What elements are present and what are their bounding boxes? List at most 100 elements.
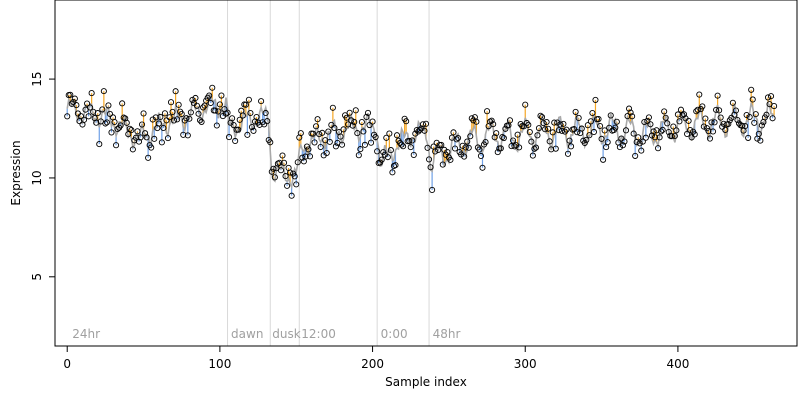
- data-point: [494, 149, 501, 156]
- data-point: [206, 92, 213, 99]
- data-point: [703, 125, 710, 132]
- data-point: [247, 109, 254, 117]
- data-point: [419, 121, 426, 128]
- data-point: [67, 91, 74, 98]
- data-point: [514, 131, 521, 138]
- data-point: [99, 106, 106, 113]
- data-point: [94, 110, 101, 117]
- data-point: [361, 141, 368, 148]
- data-point: [178, 110, 185, 117]
- data-point: [734, 116, 741, 124]
- data-point: [355, 152, 362, 159]
- data-point: [148, 144, 155, 151]
- data-point: [119, 100, 126, 107]
- data-point: [377, 159, 384, 166]
- data-point: [135, 138, 143, 145]
- phase-label: 12:00: [301, 327, 336, 341]
- y-axis: 5 10 15: [30, 71, 56, 281]
- data-point: [309, 130, 317, 137]
- data-point: [546, 138, 553, 145]
- data-point: [100, 88, 107, 95]
- data-point: [731, 111, 738, 118]
- data-point: [239, 112, 246, 119]
- data-point: [629, 113, 636, 120]
- data-point: [583, 136, 590, 143]
- data-point: [572, 108, 579, 115]
- data-point: [453, 136, 460, 143]
- x-tick-label: 300: [514, 357, 537, 371]
- data-point: [465, 144, 472, 151]
- data-point: [346, 109, 353, 116]
- data-point: [459, 142, 466, 149]
- data-point: [621, 138, 628, 145]
- data-point: [574, 129, 581, 136]
- data-point: [236, 116, 243, 123]
- data-point: [509, 137, 517, 144]
- data-point: [364, 109, 372, 116]
- data-point: [325, 128, 332, 135]
- data-point: [415, 128, 422, 135]
- data-point: [670, 123, 677, 130]
- data-point: [722, 126, 729, 133]
- data-point: [563, 126, 570, 133]
- data-point: [64, 113, 71, 120]
- data-point: [758, 122, 765, 129]
- fitted-line: [66, 93, 775, 190]
- data-point: [642, 134, 649, 141]
- data-point: [477, 152, 485, 160]
- data-point: [172, 88, 179, 95]
- data-point: [742, 122, 749, 130]
- data-point: [262, 109, 269, 117]
- data-point: [685, 117, 692, 124]
- data-point: [458, 151, 465, 158]
- data-point: [171, 117, 178, 124]
- data-point: [658, 128, 665, 135]
- data-point: [407, 144, 414, 151]
- data-point: [651, 134, 659, 141]
- data-points: [64, 84, 778, 199]
- data-point: [711, 119, 718, 126]
- data-point: [595, 116, 602, 123]
- data-point: [276, 159, 283, 166]
- data-point: [389, 169, 396, 176]
- data-point: [429, 186, 436, 193]
- data-point: [261, 121, 268, 128]
- data-point: [166, 114, 173, 121]
- data-point: [125, 131, 132, 138]
- data-point: [102, 120, 109, 127]
- data-point: [763, 111, 770, 118]
- data-point: [757, 137, 764, 144]
- data-point: [367, 139, 375, 146]
- data-point: [586, 132, 593, 139]
- data-point: [352, 107, 359, 114]
- data-point: [447, 156, 454, 163]
- data-point: [659, 126, 666, 133]
- data-point: [299, 154, 306, 161]
- x-tick-label: 100: [208, 357, 231, 371]
- data-point: [545, 125, 552, 132]
- data-point: [464, 138, 471, 145]
- data-point: [314, 116, 321, 123]
- data-point: [224, 109, 231, 116]
- data-point: [164, 135, 172, 142]
- data-point: [708, 119, 715, 126]
- data-point: [316, 131, 323, 138]
- data-point: [354, 130, 361, 137]
- data-point: [264, 118, 271, 125]
- data-point: [717, 114, 724, 121]
- data-point: [348, 117, 355, 124]
- data-point: [96, 141, 103, 148]
- data-point: [363, 113, 370, 120]
- data-point: [270, 165, 277, 172]
- data-point: [680, 111, 688, 118]
- data-point: [406, 137, 413, 145]
- data-point: [706, 135, 714, 142]
- data-point: [751, 119, 758, 126]
- data-point: [700, 123, 707, 130]
- data-point: [409, 137, 416, 144]
- data-point: [145, 154, 152, 161]
- data-point: [616, 144, 623, 151]
- data-point: [340, 126, 347, 133]
- data-point: [571, 126, 578, 133]
- data-point: [410, 151, 417, 159]
